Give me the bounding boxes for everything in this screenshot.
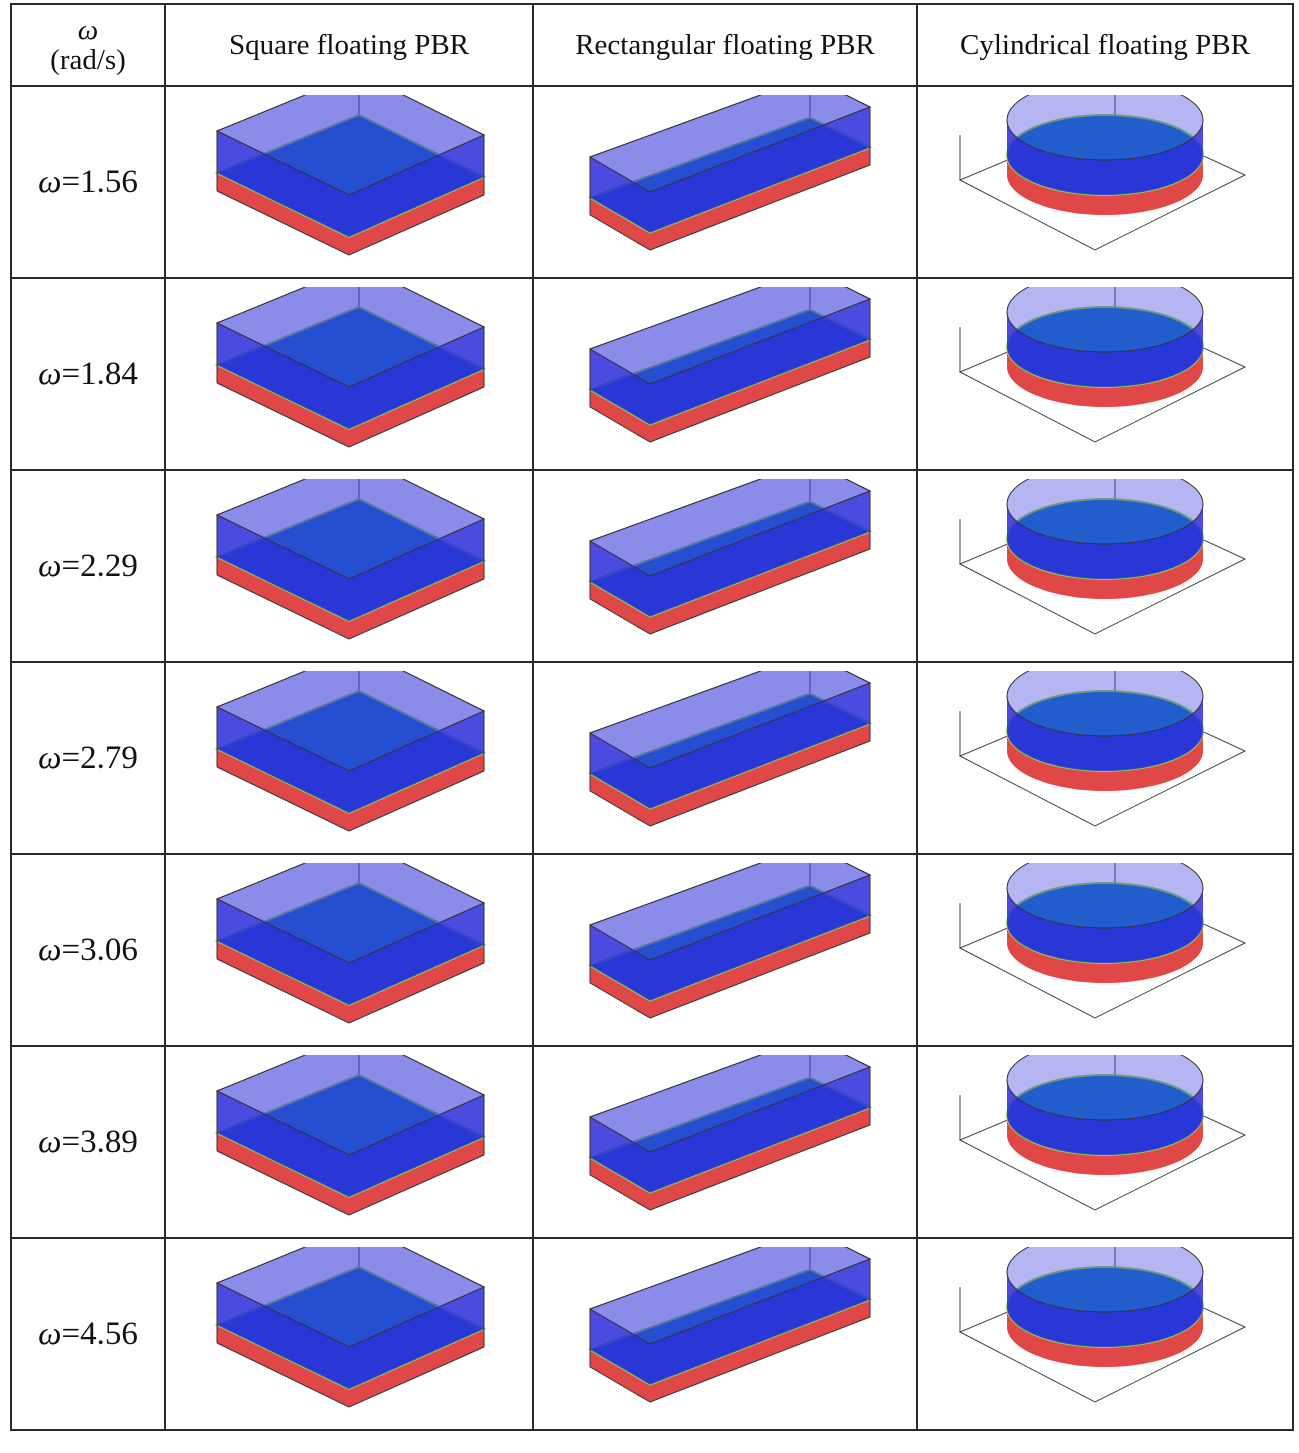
square-cell (164, 277, 534, 471)
rect-pbr-plot (587, 862, 873, 1018)
square-pbr-plot (214, 1246, 487, 1407)
omega-label: ω=4.56 (10, 1237, 166, 1431)
header-square: Square floating PBR (164, 3, 534, 87)
square-pbr-plot (214, 478, 487, 639)
rect-cell (532, 661, 918, 855)
rect-cell (532, 853, 918, 1047)
table-row: ω=2.79 (10, 661, 1294, 855)
square-cell (164, 469, 534, 663)
square-pbr-plot (214, 670, 487, 831)
cyl-pbr-plot (958, 1246, 1247, 1403)
omega-value: =3.06 (61, 931, 138, 968)
omega-symbol: ω (38, 163, 62, 200)
rect-pbr-plot (587, 1054, 873, 1210)
header-omega-unit: (rad/s) (50, 44, 126, 76)
header-row: ω (rad/s) Square floating PBR Rectangula… (10, 3, 1294, 87)
rect-pbr-plot (587, 670, 873, 826)
rect-pbr-plot (587, 478, 873, 634)
rect-cell (532, 469, 918, 663)
square-cell (164, 1045, 534, 1239)
omega-label: ω=2.29 (10, 469, 166, 663)
omega-label: ω=2.79 (10, 661, 166, 855)
square-cell (164, 85, 534, 279)
table-row: ω=4.56 (10, 1237, 1294, 1431)
cyl-cell (916, 85, 1294, 279)
cyl-cell (916, 277, 1294, 471)
omega-value: =3.89 (61, 1123, 138, 1160)
header-omega: ω (rad/s) (10, 3, 166, 87)
omega-label: ω=3.89 (10, 1045, 166, 1239)
table-row: ω=3.89 (10, 1045, 1294, 1239)
omega-value: =1.56 (61, 163, 138, 200)
rect-pbr-plot (587, 286, 873, 442)
cyl-pbr-plot (958, 1054, 1247, 1211)
omega-value: =2.79 (61, 739, 138, 776)
cyl-cell (916, 1045, 1294, 1239)
omega-symbol: ω (38, 739, 62, 776)
rect-cell (532, 277, 918, 471)
square-pbr-plot (214, 286, 487, 447)
rect-cell (532, 1045, 918, 1239)
square-pbr-plot (214, 94, 487, 255)
omega-value: =2.29 (61, 547, 138, 584)
table-row: ω=3.06 (10, 853, 1294, 1047)
square-cell (164, 1237, 534, 1431)
cyl-cell (916, 853, 1294, 1047)
rect-pbr-plot (587, 1246, 873, 1402)
square-cell (164, 853, 534, 1047)
omega-symbol: ω (38, 355, 62, 392)
omega-label: ω=1.56 (10, 85, 166, 279)
omega-symbol: ω (38, 1123, 62, 1160)
header-rect: Rectangular floating PBR (532, 3, 918, 87)
cyl-cell (916, 661, 1294, 855)
cyl-cell (916, 1237, 1294, 1431)
table-row: ω=1.56 (10, 85, 1294, 279)
square-cell (164, 661, 534, 855)
square-pbr-plot (214, 1054, 487, 1215)
cyl-pbr-plot (958, 286, 1247, 443)
header-cyl: Cylindrical floating PBR (916, 3, 1294, 87)
cyl-pbr-plot (958, 478, 1247, 635)
omega-value: =1.84 (61, 355, 138, 392)
table-row: ω=2.29 (10, 469, 1294, 663)
omega-label: ω=3.06 (10, 853, 166, 1047)
square-pbr-plot (214, 862, 487, 1023)
rect-cell (532, 85, 918, 279)
omega-label: ω=1.84 (10, 277, 166, 471)
omega-symbol: ω (38, 931, 62, 968)
cyl-pbr-plot (958, 862, 1247, 1019)
rect-cell (532, 1237, 918, 1431)
header-omega-symbol: ω (77, 13, 99, 46)
omega-symbol: ω (38, 1315, 62, 1352)
table-row: ω=1.84 (10, 277, 1294, 471)
cyl-pbr-plot (958, 670, 1247, 827)
omega-value: =4.56 (61, 1315, 138, 1352)
results-table: ω (rad/s) Square floating PBR Rectangula… (10, 3, 1294, 1431)
cyl-pbr-plot (958, 94, 1247, 251)
cyl-cell (916, 469, 1294, 663)
omega-symbol: ω (38, 547, 62, 584)
rect-pbr-plot (587, 94, 873, 250)
